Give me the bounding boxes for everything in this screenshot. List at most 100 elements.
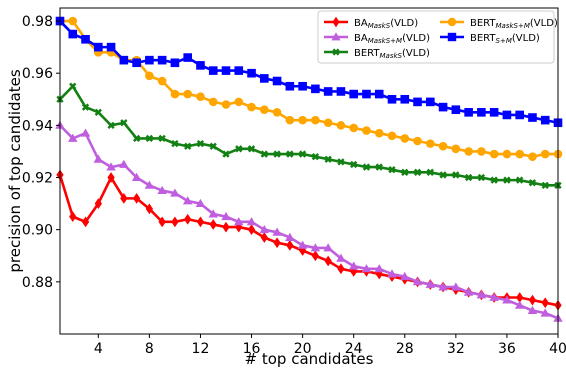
data-point bbox=[247, 145, 256, 153]
data-point bbox=[234, 97, 244, 107]
data-point bbox=[132, 58, 141, 68]
data-point bbox=[311, 84, 320, 94]
legend-label: BERTMaskS(VLD) bbox=[354, 48, 430, 60]
data-point bbox=[144, 180, 155, 189]
data-point bbox=[145, 134, 154, 143]
x-axis-title: # top candidates bbox=[245, 350, 374, 368]
data-point bbox=[69, 211, 77, 223]
data-point bbox=[337, 158, 345, 166]
data-point bbox=[477, 147, 486, 156]
data-point bbox=[464, 173, 473, 182]
data-point bbox=[272, 227, 282, 236]
y-tick-label: 0.96 bbox=[22, 66, 53, 82]
data-point bbox=[157, 185, 167, 194]
data-point bbox=[286, 150, 294, 158]
legend-marker bbox=[331, 32, 341, 41]
data-point bbox=[503, 176, 511, 184]
plot-area bbox=[55, 16, 563, 322]
data-point bbox=[439, 171, 447, 179]
data-point bbox=[182, 196, 193, 205]
y-tick-label: 0.90 bbox=[22, 223, 53, 239]
data-point bbox=[400, 271, 410, 281]
series-0 bbox=[56, 169, 562, 311]
series-line bbox=[60, 19, 558, 158]
y-tick-label: 0.94 bbox=[22, 118, 53, 134]
x-tick-label: 24 bbox=[345, 341, 363, 357]
data-point bbox=[464, 147, 473, 156]
data-point bbox=[413, 168, 422, 176]
data-point bbox=[413, 136, 422, 146]
data-point bbox=[94, 108, 102, 116]
data-point bbox=[208, 97, 218, 107]
series-2 bbox=[56, 82, 562, 189]
series-line bbox=[59, 20, 559, 125]
data-point bbox=[273, 150, 281, 158]
data-point bbox=[195, 198, 206, 208]
data-point bbox=[170, 188, 180, 197]
data-point bbox=[515, 149, 524, 159]
data-point bbox=[375, 163, 383, 171]
data-point bbox=[234, 217, 244, 226]
legend-item-2: BERTMaskS(VLD) bbox=[324, 48, 430, 60]
data-point bbox=[337, 263, 345, 275]
y-tick-label: 0.92 bbox=[22, 171, 53, 187]
data-point bbox=[324, 155, 332, 163]
data-point bbox=[234, 66, 244, 75]
data-point bbox=[247, 68, 256, 78]
data-point bbox=[157, 76, 167, 86]
data-point bbox=[528, 113, 537, 122]
data-point bbox=[119, 55, 129, 65]
data-point bbox=[426, 139, 435, 148]
data-point bbox=[374, 128, 384, 138]
legend-label: BAMaskS+M(VLD) bbox=[354, 33, 430, 45]
data-point bbox=[235, 145, 243, 153]
data-point bbox=[81, 103, 90, 111]
series-line bbox=[59, 124, 559, 320]
data-point bbox=[362, 163, 371, 171]
data-point bbox=[425, 279, 436, 288]
data-point bbox=[362, 89, 371, 99]
y-axis-title: precision of top candidates bbox=[6, 69, 24, 272]
data-point bbox=[348, 261, 359, 270]
data-point bbox=[387, 94, 397, 104]
data-point bbox=[93, 154, 104, 163]
x-tick-label: 20 bbox=[294, 341, 312, 357]
data-point bbox=[68, 16, 78, 26]
data-point bbox=[132, 134, 141, 143]
data-point bbox=[196, 216, 205, 228]
data-point bbox=[107, 172, 115, 183]
data-point bbox=[81, 34, 90, 44]
data-point bbox=[515, 110, 524, 120]
series-line bbox=[59, 84, 558, 187]
data-point bbox=[540, 115, 550, 125]
data-point bbox=[170, 89, 180, 99]
data-point bbox=[208, 209, 218, 218]
data-point bbox=[286, 239, 294, 251]
legend-marker bbox=[332, 48, 340, 56]
data-point bbox=[131, 172, 142, 181]
legend-label: BAMaskS(VLD) bbox=[354, 18, 418, 30]
x-tick-label: 36 bbox=[498, 341, 516, 357]
data-point bbox=[324, 255, 332, 267]
data-point bbox=[132, 193, 141, 204]
data-point bbox=[120, 119, 128, 127]
data-point bbox=[107, 121, 115, 130]
data-point bbox=[183, 89, 192, 99]
data-point bbox=[400, 94, 410, 104]
data-point bbox=[209, 219, 217, 230]
data-point bbox=[209, 142, 217, 150]
x-tick-label: 12 bbox=[192, 341, 210, 357]
data-point bbox=[247, 102, 256, 112]
data-point bbox=[477, 108, 486, 117]
data-point bbox=[476, 290, 487, 299]
data-point bbox=[157, 55, 167, 65]
data-point bbox=[298, 115, 307, 125]
plot-frame bbox=[59, 7, 559, 335]
data-point bbox=[426, 97, 435, 107]
data-point bbox=[438, 282, 448, 291]
legend-label: BERTS+M(VLD) bbox=[470, 33, 540, 45]
x-tick-label: 16 bbox=[243, 341, 261, 357]
data-point bbox=[196, 61, 205, 70]
data-point bbox=[502, 295, 512, 304]
data-point bbox=[527, 305, 538, 314]
